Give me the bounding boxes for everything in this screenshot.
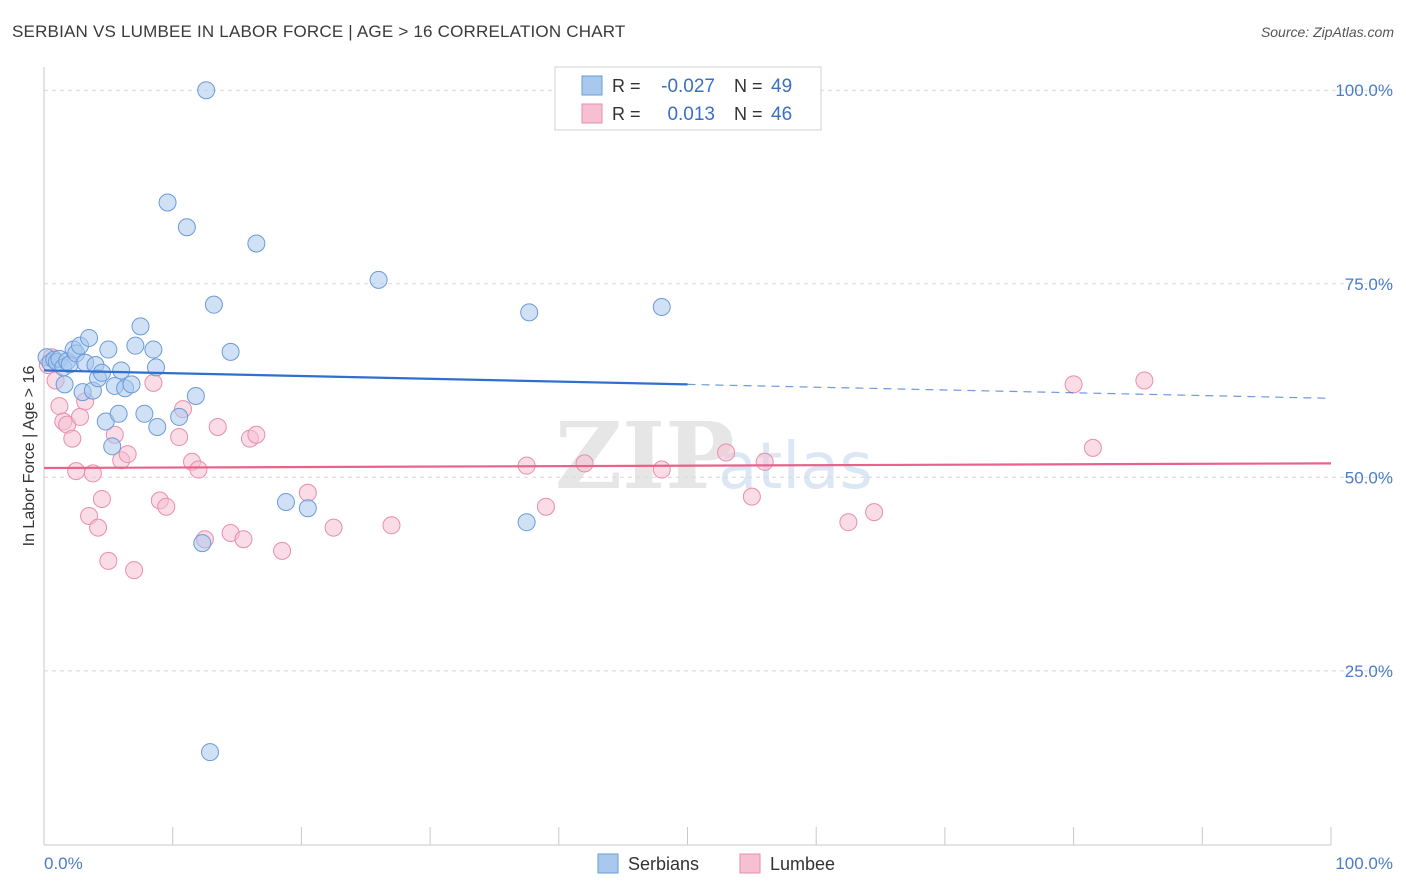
serbians-n-value: 49 — [771, 76, 792, 97]
y-axis-label: In Labor Force | Age > 16 — [21, 366, 38, 547]
lumbee-point — [1135, 371, 1154, 390]
serbians-point — [369, 270, 388, 289]
serbians-point — [158, 193, 177, 212]
lumbee-point — [63, 429, 82, 448]
lumbee-point — [170, 428, 189, 447]
serbians-point — [80, 328, 99, 347]
serbians-point — [186, 387, 205, 406]
serbians-point — [201, 743, 220, 762]
x-tick-label-min: 0.0% — [44, 854, 83, 873]
serbians-point — [112, 361, 131, 380]
legend: Serbians Lumbee — [597, 853, 835, 874]
serbians-point — [204, 295, 223, 314]
serbians-point — [135, 404, 154, 423]
lumbee-point — [234, 530, 253, 549]
lumbee-point — [118, 445, 137, 464]
serbians-point — [193, 534, 212, 553]
lumbee-point — [1083, 438, 1102, 457]
lumbee-trend-line — [43, 462, 1332, 470]
lumbee-point — [755, 452, 774, 471]
lumbee-point — [67, 462, 86, 481]
lumbee-point — [50, 397, 69, 416]
lumbee-point — [273, 541, 292, 560]
lumbee-point — [71, 407, 90, 426]
lumbee-stat-swatch — [581, 103, 603, 124]
serbians-point — [197, 81, 216, 100]
serbians-point — [520, 303, 539, 322]
legend-swatch-lumbee — [739, 853, 761, 874]
serbians-point — [170, 407, 189, 426]
legend-label-serbians: Serbians — [628, 854, 699, 874]
lumbee-point — [1064, 375, 1083, 394]
lumbee-point — [247, 425, 266, 444]
y-tick-label-100: 100.0% — [1335, 81, 1393, 100]
serbians-point — [126, 336, 145, 355]
legend-swatch-serbians — [597, 853, 619, 874]
y-tick-label-25: 25.0% — [1345, 662, 1393, 681]
serbians-point — [221, 342, 240, 361]
y-axis-tick-labels: 25.0% 50.0% 75.0% 100.0% — [1335, 81, 1393, 681]
stats-box: R = -0.027 N = 49 R = 0.013 N = 46 — [554, 66, 822, 131]
watermark-atlas: atlas — [718, 430, 873, 504]
lumbee-point — [83, 464, 102, 483]
lumbee-point — [189, 460, 208, 479]
lumbee-r-label: R = — [612, 104, 641, 124]
chart-title: SERBIAN VS LUMBEE IN LABOR FORCE | AGE >… — [12, 22, 626, 41]
lumbee-point — [865, 503, 884, 522]
serbians-point — [55, 375, 74, 394]
lumbee-point — [298, 483, 317, 502]
lumbee-point — [89, 518, 108, 537]
serbians-point — [247, 234, 266, 253]
serbians-point — [652, 297, 671, 316]
grid-lines — [44, 89, 1391, 672]
lumbee-point — [125, 561, 144, 580]
serbians-point — [109, 404, 128, 423]
serbians-n-label: N = — [734, 76, 763, 96]
serbians-points — [37, 81, 671, 762]
lumbee-point — [92, 489, 111, 508]
serbians-r-label: R = — [612, 76, 641, 96]
lumbee-point — [575, 454, 594, 473]
lumbee-point — [717, 443, 736, 462]
serbians-r-value: -0.027 — [661, 76, 715, 97]
serbians-point — [177, 218, 196, 237]
lumbee-point — [144, 373, 163, 392]
serbians-trend-line — [43, 369, 688, 386]
y-tick-label-50: 50.0% — [1345, 468, 1393, 487]
lumbee-n-label: N = — [734, 104, 763, 124]
x-axis-ticks — [43, 827, 1332, 845]
x-tick-label-max: 100.0% — [1335, 854, 1393, 873]
serbians-point — [122, 375, 141, 394]
legend-label-lumbee: Lumbee — [770, 854, 835, 874]
y-tick-label-75: 75.0% — [1345, 275, 1393, 294]
lumbee-point — [652, 460, 671, 479]
serbians-point — [298, 499, 317, 518]
serbians-trend-extension — [687, 383, 1332, 399]
serbians-point — [99, 340, 118, 359]
serbians-point — [144, 340, 163, 359]
serbians-point — [131, 317, 150, 336]
lumbee-n-value: 46 — [771, 104, 792, 125]
serbians-point — [103, 437, 122, 456]
lumbee-point — [536, 497, 555, 516]
lumbee-point — [208, 417, 227, 436]
lumbee-point — [382, 516, 401, 535]
serbians-point — [276, 493, 295, 512]
trend-lines — [43, 369, 1332, 470]
lumbee-r-value: 0.013 — [667, 104, 715, 125]
lumbee-point — [157, 497, 176, 516]
source-credit: Source: ZipAtlas.com — [1260, 24, 1394, 40]
serbians-point — [517, 513, 536, 532]
serbians-point — [146, 358, 165, 377]
lumbee-point — [99, 551, 118, 570]
watermark: ZIP atlas — [555, 402, 873, 510]
serbians-stat-swatch — [581, 75, 603, 96]
lumbee-point — [742, 487, 761, 506]
lumbee-point — [324, 518, 343, 537]
lumbee-point — [839, 513, 858, 532]
serbians-point — [148, 417, 167, 436]
